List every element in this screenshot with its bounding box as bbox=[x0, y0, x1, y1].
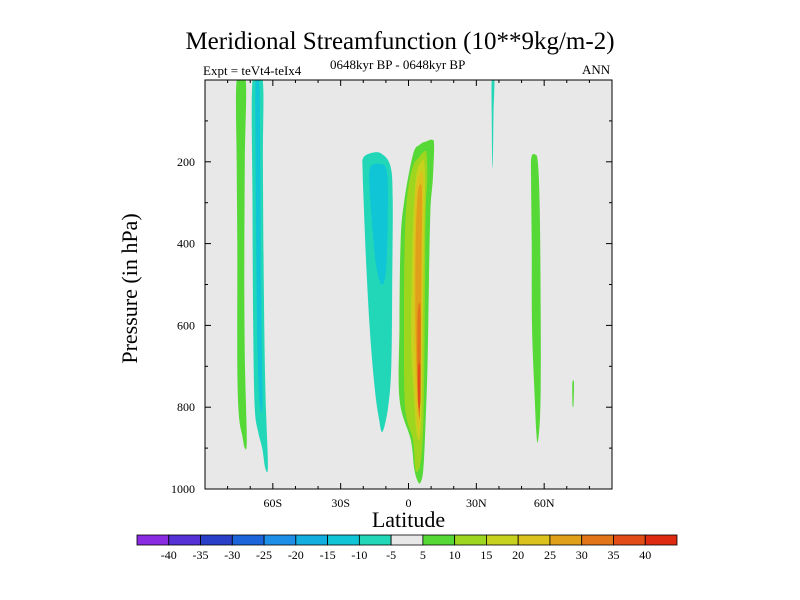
contour-region-band-a-outer bbox=[235, 80, 247, 450]
y-tick-label: 200 bbox=[177, 155, 195, 169]
colorbar-label: 15 bbox=[480, 548, 492, 562]
x-tick-label: 0 bbox=[406, 496, 412, 510]
colorbar-swatch bbox=[168, 534, 201, 546]
contour-region-band-c-inner bbox=[369, 163, 388, 285]
colorbar-swatch bbox=[549, 534, 583, 546]
x-tick-label: 60S bbox=[263, 496, 282, 510]
x-axis-title: Latitude bbox=[372, 507, 445, 532]
colorbar-swatch bbox=[454, 534, 487, 546]
colorbar-label: 30 bbox=[576, 548, 588, 562]
colorbar-swatch bbox=[422, 534, 456, 546]
y-tick-label: 800 bbox=[177, 400, 195, 414]
colorbar-swatch bbox=[358, 534, 392, 546]
colorbar-label: -20 bbox=[288, 548, 304, 562]
colorbar-label: -25 bbox=[256, 548, 272, 562]
colorbar-swatch bbox=[517, 534, 551, 546]
y-tick-label: 600 bbox=[177, 318, 195, 332]
contour-region-band-e bbox=[491, 80, 495, 168]
y-tick-label: 1000 bbox=[171, 482, 195, 496]
colorbar-label: -35 bbox=[193, 548, 209, 562]
x-tick-label: 60N bbox=[534, 496, 555, 510]
colorbar-swatch bbox=[581, 534, 614, 546]
contour-regions bbox=[235, 80, 575, 484]
x-tick-label: 30S bbox=[331, 496, 350, 510]
colorbar-swatch bbox=[613, 534, 646, 546]
colorbar: -40 -35 -30 -25 -20 -15 -10 -5 5 10 15 20 25 30 35 40 bbox=[136, 534, 678, 562]
experiment-label: Expt = teVt4-teIx4 bbox=[203, 63, 302, 78]
colorbar-swatch bbox=[390, 534, 424, 546]
x-tick-label: 30N bbox=[466, 496, 487, 510]
chart-title: Meridional Streamfunction (10**9kg/m-2) bbox=[185, 28, 615, 55]
colorbar-swatch bbox=[486, 534, 519, 546]
colorbar-swatch bbox=[136, 534, 170, 546]
colorbar-label: -30 bbox=[224, 548, 240, 562]
colorbar-label: -15 bbox=[320, 548, 336, 562]
colorbar-label: 10 bbox=[449, 548, 461, 562]
contour-region-band-d-35 bbox=[417, 362, 421, 409]
colorbar-label: 20 bbox=[512, 548, 524, 562]
contour-region-band-b-inner bbox=[255, 80, 263, 413]
contour-region-band-f bbox=[530, 153, 541, 443]
colorbar-swatch bbox=[200, 534, 233, 546]
y-axis-title: Pressure (in hPa) bbox=[117, 213, 142, 363]
colorbar-swatch bbox=[231, 534, 265, 546]
colorbar-label: -10 bbox=[351, 548, 367, 562]
y-tick-label: 400 bbox=[177, 237, 195, 251]
plot-area bbox=[205, 80, 612, 489]
colorbar-label: 5 bbox=[420, 548, 426, 562]
colorbar-swatch bbox=[327, 534, 360, 546]
colorbar-label: -40 bbox=[161, 548, 177, 562]
colorbar-label: -5 bbox=[386, 548, 396, 562]
axes: 60S 30S 0 30N 60N 200 400 600 800 1000 Latitude Pre… bbox=[117, 79, 613, 532]
colorbar-label: 25 bbox=[544, 548, 556, 562]
colorbar-label: 35 bbox=[607, 548, 619, 562]
colorbar-swatch bbox=[263, 534, 297, 546]
colorbar-swatch bbox=[644, 534, 678, 546]
colorbar-label: 40 bbox=[639, 548, 651, 562]
colorbar-swatch bbox=[295, 534, 328, 546]
contour-region-band-g bbox=[572, 380, 575, 408]
chart-subtitle: 0648kyr BP - 0648kyr BP bbox=[330, 57, 466, 72]
season-label: ANN bbox=[582, 62, 611, 77]
